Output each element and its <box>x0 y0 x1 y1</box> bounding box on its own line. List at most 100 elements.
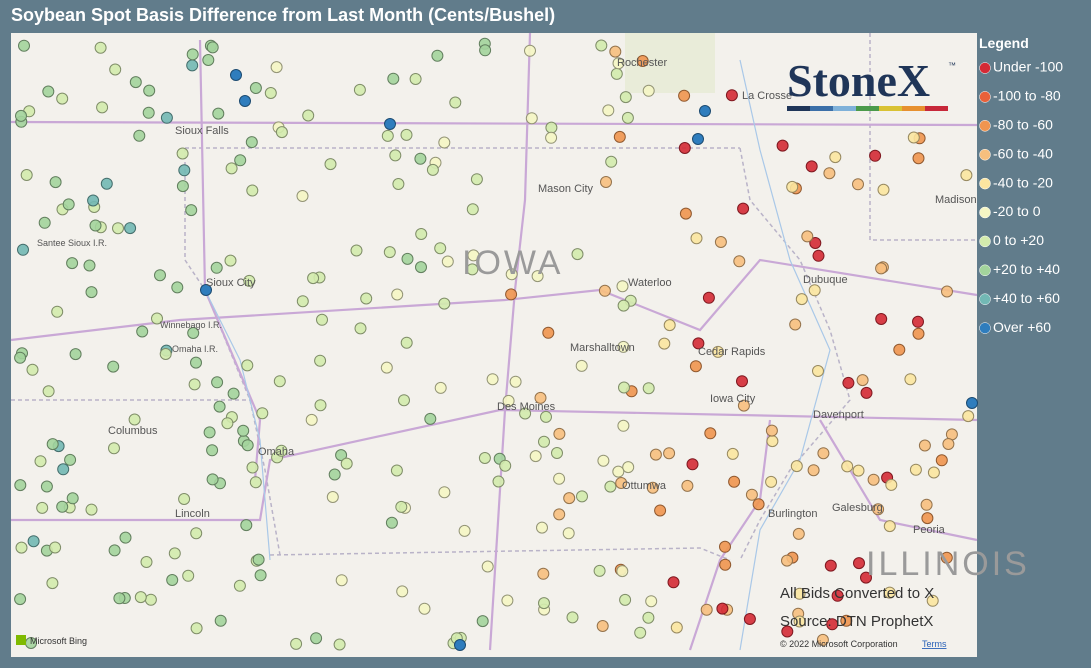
map-dot <box>492 475 505 488</box>
map-dot <box>663 319 676 332</box>
map-dot <box>904 373 917 386</box>
map-dot <box>190 356 202 369</box>
map-dot <box>206 41 219 54</box>
map-dot <box>781 554 793 567</box>
map-dot <box>486 373 499 386</box>
map-dot <box>14 593 27 606</box>
legend: Under -100 -100 to -80 -80 to -60 -60 to -4… <box>979 59 1063 335</box>
map-dot <box>789 318 802 331</box>
place-label: La Crosse <box>742 90 792 102</box>
map-dot <box>240 519 253 532</box>
place-label: Santee Sioux I.R. <box>37 238 107 248</box>
map-dot <box>634 626 647 639</box>
map-dot <box>273 375 286 388</box>
map-dot <box>142 106 155 119</box>
map-dot <box>812 249 825 262</box>
place-label: Des Moines <box>497 401 556 413</box>
map-dot <box>210 261 223 274</box>
map-dot <box>15 541 28 554</box>
map-dot <box>793 587 806 600</box>
legend-swatch <box>979 91 991 103</box>
map-dot <box>519 407 532 420</box>
map-dot <box>42 385 55 398</box>
map-dot <box>182 569 195 582</box>
map-dot <box>536 521 548 534</box>
map-dot <box>542 326 555 339</box>
map-dot <box>642 382 655 395</box>
map-dot <box>766 435 779 448</box>
map-dot <box>829 151 842 164</box>
map-dot <box>875 313 888 325</box>
map-dot <box>681 479 694 492</box>
map-dot <box>831 589 844 602</box>
logo-mark: ™ <box>948 61 956 70</box>
map-dot <box>907 131 920 144</box>
map-dot <box>449 96 462 109</box>
map-dot <box>714 236 727 248</box>
map-dot <box>602 104 615 117</box>
place-label: Omaha <box>258 446 295 458</box>
map-dot <box>505 288 518 301</box>
map-dot <box>875 262 888 275</box>
map-dot <box>562 527 575 540</box>
place-label: Dubuque <box>803 274 848 286</box>
map-dot <box>566 611 579 624</box>
map-dot <box>310 632 323 645</box>
place-label: Marshalltown <box>570 342 635 354</box>
map-dot <box>725 89 738 102</box>
place-label: Peoria <box>913 524 946 536</box>
map-dot <box>49 541 62 554</box>
map-dot <box>466 263 479 276</box>
logo-bar-segment <box>810 106 833 111</box>
terms-link[interactable]: Terms <box>922 639 947 649</box>
map-dot <box>49 176 62 189</box>
place-label: Omaha I.R. <box>172 344 218 354</box>
note: All Bids Converted to X <box>780 585 934 602</box>
legend-label: -60 to -40 <box>993 145 1053 161</box>
map-dot <box>108 544 121 557</box>
map-dot <box>270 61 283 74</box>
map-dot <box>704 427 717 440</box>
map-dot <box>553 508 566 521</box>
legend-swatch <box>979 264 991 277</box>
map-dot <box>296 295 309 308</box>
map-dot <box>962 410 975 423</box>
map-dot <box>654 504 667 517</box>
map-dot <box>326 491 339 503</box>
map-dot <box>64 453 77 466</box>
map-dot <box>781 625 794 638</box>
map-dot <box>458 524 471 537</box>
map-dot <box>85 286 98 299</box>
map-dot <box>360 292 373 305</box>
map-dot <box>66 492 79 505</box>
map-dot <box>927 466 940 479</box>
map-dot <box>545 131 558 144</box>
logo: StoneX ™ <box>787 55 956 111</box>
map-dot <box>826 618 839 631</box>
map-dot <box>42 85 55 98</box>
map-dot <box>534 391 547 404</box>
map-dot <box>159 348 172 360</box>
map-dot <box>57 463 70 476</box>
map-dot <box>478 452 491 464</box>
map-dot <box>667 576 680 589</box>
map-dot <box>617 340 630 353</box>
map-dot <box>350 244 363 257</box>
map-dot <box>593 564 606 577</box>
map-dot <box>384 118 396 130</box>
map-dot <box>872 503 885 516</box>
map-dot <box>540 410 552 423</box>
map-dot <box>966 397 978 409</box>
map-dot <box>395 500 408 513</box>
legend-label: -80 to -60 <box>993 117 1053 133</box>
map-dot <box>499 459 512 472</box>
map-dot <box>912 327 925 340</box>
map-dot <box>391 288 404 301</box>
map-dot <box>960 169 973 182</box>
map-dot <box>335 574 348 587</box>
map-dot <box>795 293 808 306</box>
map-dot <box>616 280 629 293</box>
map-dot <box>353 83 366 96</box>
map-dot <box>752 498 765 511</box>
